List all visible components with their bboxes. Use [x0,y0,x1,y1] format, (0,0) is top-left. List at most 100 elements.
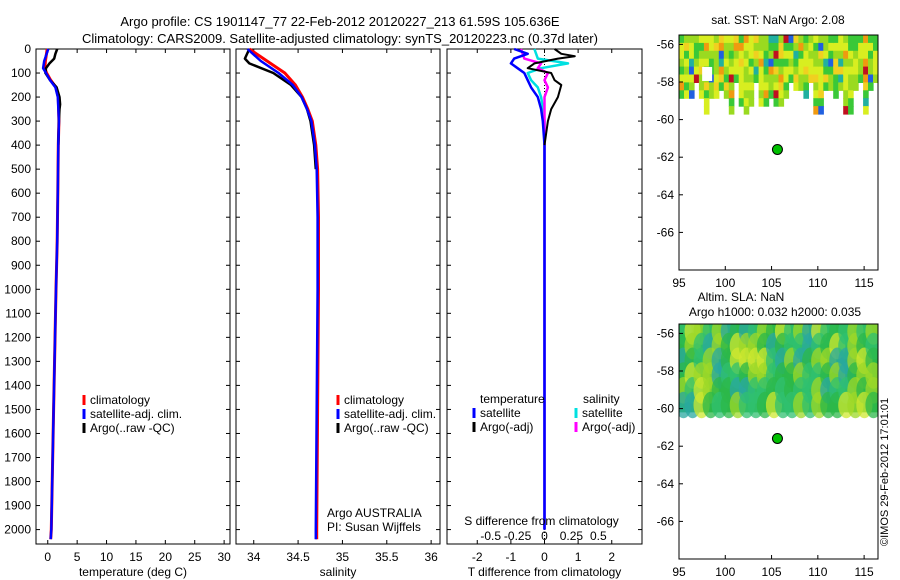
sla-map-field [679,324,878,419]
sst-map-xtick-label: 95 [672,276,686,290]
sst-map-cell [813,74,819,83]
sst-map-cell [728,58,735,68]
sst-map-xtick-label: 105 [762,276,782,290]
sst-map-cell [813,90,819,99]
depth-tick-label: 1900 [4,499,31,513]
sst-map-cell [863,66,869,76]
sst-map-cell [848,106,854,115]
sst-map-cell [848,42,854,52]
sst-map-cell [693,58,700,68]
depth-tick-label: 0 [24,42,31,56]
sst-map-cell [733,66,740,76]
sst-map-cell [718,66,725,76]
sst-map-cell [773,42,780,52]
sst-map-cell [828,74,834,83]
sst-map-cell [713,82,720,91]
sst-map-cell [693,66,700,76]
sst-map-cell [803,82,809,91]
sst-map-cell [689,42,695,52]
sst-map-cell [838,58,844,68]
sst-map-cell [863,74,869,83]
sst-map-cell [728,42,735,52]
sst-map-cell [698,82,705,91]
diff-legend-label: satellite [582,406,623,420]
sst-map-cell [758,90,765,99]
sst-map-cell [684,35,690,44]
sst-map-cell [738,66,745,76]
sst-map-cell [708,90,715,99]
sst-map-cell [803,50,809,60]
sst-map-xtick-label: 115 [855,276,874,290]
sst-map-cell [853,74,859,83]
sst-map-cell [848,98,854,107]
sst-map-cell [758,50,765,60]
sst-map-cell [773,82,780,91]
sst-map-cell [863,50,869,60]
sst-map-cell [823,66,829,76]
sst-map-cell [753,58,760,68]
sst-map-cell [808,35,814,44]
differences-xlabel: T difference from climatology [468,565,622,579]
sst-map-cell [783,42,790,52]
depth-tick-label: 500 [11,162,31,176]
sla-map-blob [865,391,878,419]
sst-map-cell [689,66,695,76]
sst-map-cell [823,35,829,44]
sst-map-cell [773,90,780,99]
sst-map-cell [868,58,874,68]
depth-tick-label: 1100 [5,306,31,320]
sla-map-xtick-label: 110 [808,565,827,579]
sst-map-cell [743,42,750,52]
sst-map-cell [803,74,809,83]
sst-map-cell [863,106,869,115]
sst-map-cell [853,35,859,44]
sla-map-ytick-label: -58 [657,364,675,378]
differences-s-tick-label: 0 [541,529,548,543]
sst-map-cell [713,50,720,60]
salinity-xlabel: salinity [320,565,357,579]
sst-map-cell [743,66,750,76]
sst-map-cell [748,98,755,107]
sst-map-cell [679,50,685,60]
sst-map-cell [778,90,785,99]
temperature-xtick-label: 15 [129,550,143,564]
sst-map-cell [833,74,839,83]
sst-map-cell [703,82,710,91]
sla-map-title: Altim. SLA: NaN [698,290,785,304]
depth-tick-label: 1800 [4,475,31,489]
sst-map-field [679,35,878,115]
sst-map-cell [793,74,799,83]
sst-map-cell [848,58,854,68]
salinity-series-climatology [248,47,320,540]
salinity-legend-label: climatology [344,393,404,407]
temperature-xtick-label: 20 [159,550,173,564]
sst-map-cell [778,74,785,83]
sst-map-cell [743,74,750,83]
sst-map-cell [873,35,878,44]
sst-map-cell [793,35,799,44]
sla-map-xtick-label: 105 [762,565,782,579]
sst-map-cell [684,50,690,60]
sst-map-cell [768,58,775,68]
sla-map-float-marker [771,432,783,444]
sst-map-cell [808,66,814,76]
sst-map-cell [858,58,864,68]
sst-map-cell [843,98,849,107]
sst-map-cell [684,82,690,91]
sst-map-cell [868,35,874,44]
temperature-legend-label: satellite-adj. clim. [90,407,182,421]
sst-map-cell [843,58,849,68]
sst-map-cell [713,74,720,83]
sst-map-cell [684,90,690,99]
salinity-series-satellite-adj-clim- [246,48,319,540]
sst-map-cell [868,74,874,83]
sst-map-float-marker [771,143,783,155]
salinity-xtick-label: 34.5 [286,550,310,564]
sst-map-cell [703,98,710,107]
sst-map-gap [702,66,713,81]
sst-map-cell [823,82,829,91]
sst-map-cell [679,42,685,52]
sst-map-cell [728,82,735,91]
sst-map-cell [723,74,730,83]
sla-map-subtitle: Argo h1000: 0.032 h2000: 0.035 [689,305,861,319]
